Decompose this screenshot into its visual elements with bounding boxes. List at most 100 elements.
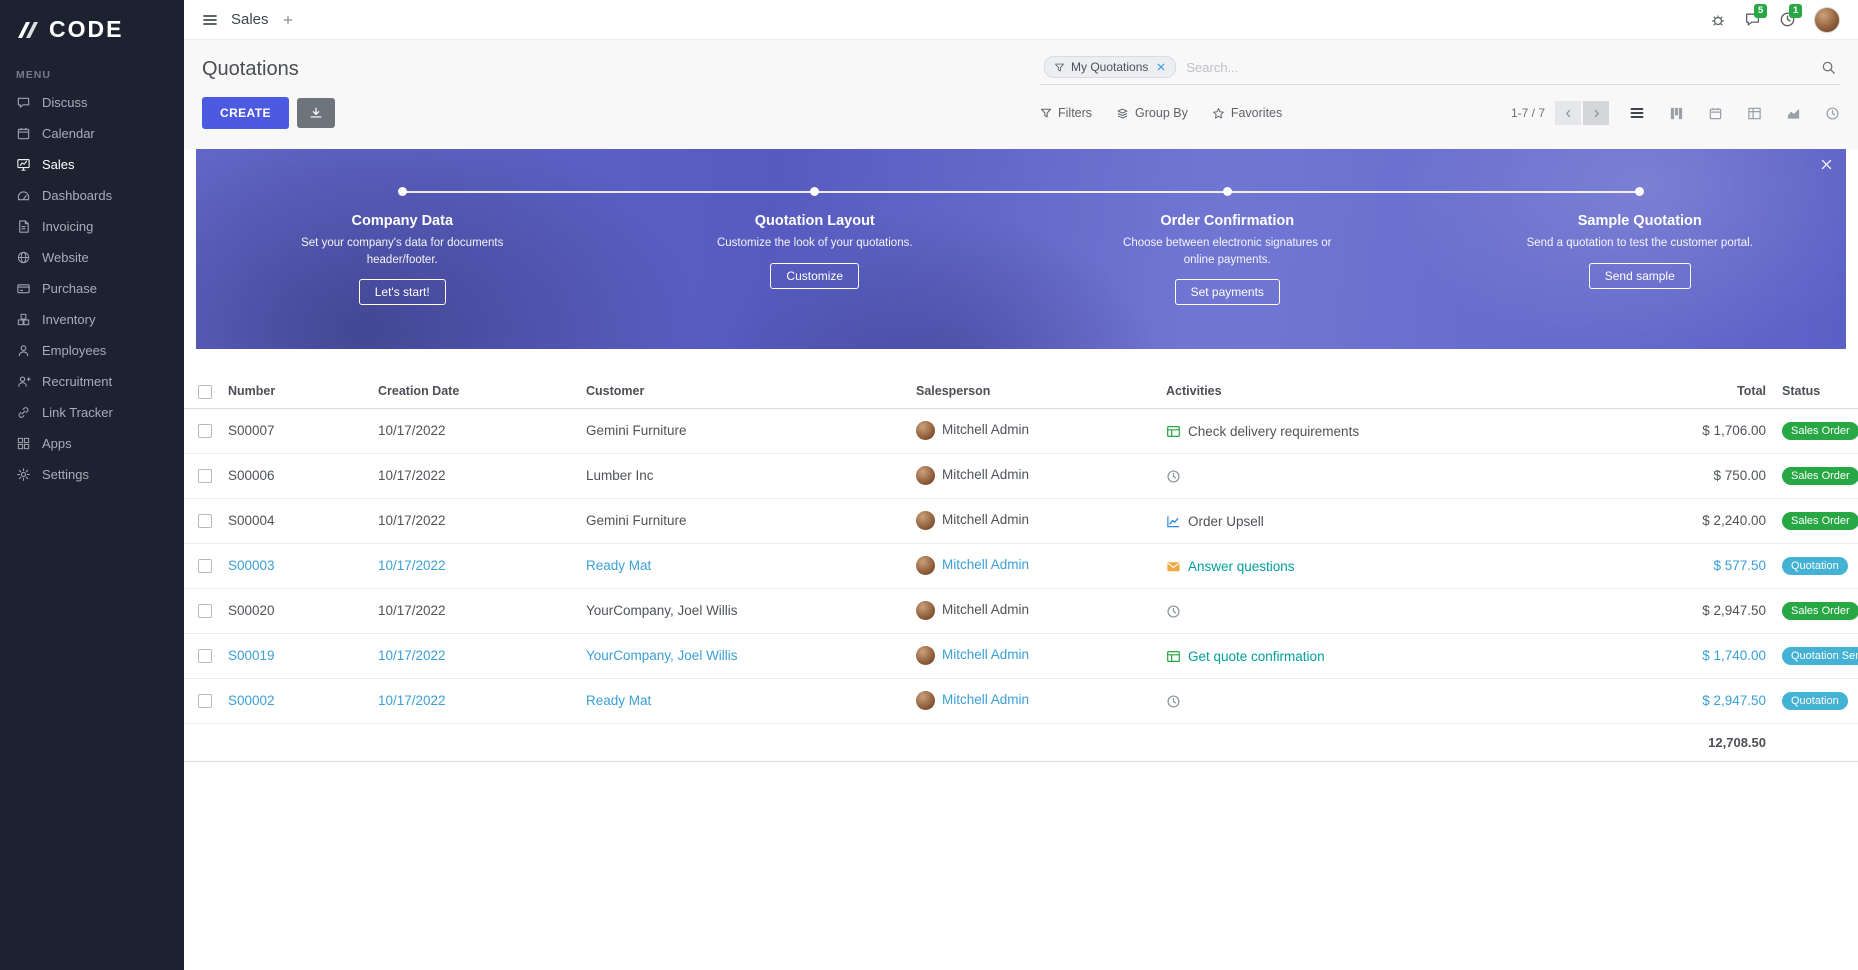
sidebar-item-calendar[interactable]: Calendar: [0, 118, 184, 149]
export-button[interactable]: [296, 98, 335, 128]
sidebar-item-apps[interactable]: Apps: [0, 428, 184, 459]
calendar-view-button[interactable]: [1708, 106, 1723, 121]
activities-icon[interactable]: 1: [1779, 4, 1803, 28]
column-header-salesperson[interactable]: Salesperson: [908, 375, 1158, 409]
facet-remove-icon[interactable]: [1156, 62, 1166, 72]
graph-view-button[interactable]: [1786, 106, 1801, 121]
create-button[interactable]: CREATE: [202, 97, 289, 129]
app-logo[interactable]: CODE: [0, 0, 184, 55]
salesperson-name: Mitchell Admin: [942, 422, 1030, 438]
activity-icon[interactable]: [1166, 559, 1181, 574]
set-payments-button[interactable]: Set payments: [1174, 279, 1280, 306]
sidebar-item-website[interactable]: Website: [0, 242, 184, 273]
table-row[interactable]: S00007 10/17/2022 Gemini Furniture Mitch…: [184, 408, 1858, 454]
filters-button[interactable]: Filters: [1040, 106, 1092, 120]
user-avatar[interactable]: [1814, 6, 1840, 33]
activity-icon[interactable]: [1166, 604, 1181, 619]
activity-label: Order Upsell: [1188, 513, 1264, 529]
pager-counter: 1-7 / 7: [1510, 106, 1545, 120]
sidebar-item-inventory[interactable]: Inventory: [0, 304, 184, 335]
discuss-icon: [17, 97, 30, 108]
sidebar-item-purchase[interactable]: Purchase: [0, 273, 184, 304]
table-row[interactable]: S00006 10/17/2022 Lumber Inc Mitchell Ad…: [184, 453, 1858, 499]
sidebar-item-settings[interactable]: Settings: [0, 459, 184, 490]
row-checkbox[interactable]: [198, 469, 212, 484]
employees-icon: [18, 345, 29, 357]
column-header-status[interactable]: Status: [1774, 375, 1858, 409]
sidebar-item-invoicing[interactable]: Invoicing: [0, 211, 184, 242]
cell-number: S00020: [220, 588, 370, 634]
cell-total: $ 2,240.00: [1598, 498, 1774, 544]
row-checkbox[interactable]: [198, 694, 212, 709]
activity-icon[interactable]: [1166, 694, 1181, 709]
sidebar-item-link-tracker[interactable]: Link Tracker: [0, 397, 184, 428]
activity-icon[interactable]: [1166, 514, 1181, 529]
list-view-button[interactable]: [1629, 105, 1645, 121]
kanban-view-button[interactable]: [1669, 106, 1684, 121]
pager-previous-button[interactable]: [1555, 101, 1581, 125]
cell-activities[interactable]: Get quote confirmation: [1158, 633, 1598, 679]
table-row[interactable]: S00004 10/17/2022 Gemini Furniture Mitch…: [184, 498, 1858, 544]
sidebar-item-employees[interactable]: Employees: [0, 335, 184, 366]
group-by-button[interactable]: Group By: [1116, 106, 1188, 120]
debug-icon[interactable]: [1710, 12, 1726, 28]
salesperson-name: Mitchell Admin: [942, 467, 1030, 483]
row-checkbox[interactable]: [198, 604, 212, 619]
favorites-button[interactable]: Favorites: [1212, 106, 1282, 120]
cell-activities[interactable]: [1158, 453, 1598, 499]
apps-icon: [17, 437, 30, 450]
cell-activities[interactable]: Order Upsell: [1158, 498, 1598, 544]
activity-view-button[interactable]: [1825, 106, 1840, 121]
table-row[interactable]: S00003 10/17/2022 Ready Mat Mitchell Adm…: [184, 543, 1858, 589]
menu-toggle-icon[interactable]: [202, 12, 218, 28]
cell-status: Sales Order: [1774, 453, 1858, 499]
control-panel: Quotations My Quotations C: [184, 40, 1858, 149]
column-header-creation-date[interactable]: Creation Date: [370, 375, 578, 409]
row-checkbox[interactable]: [198, 424, 212, 439]
cell-activities[interactable]: Answer questions: [1158, 543, 1598, 589]
cell-total: $ 1,706.00: [1598, 408, 1774, 454]
plus-icon[interactable]: [282, 14, 294, 26]
send-sample-button[interactable]: Send sample: [1588, 262, 1691, 289]
sidebar-item-label: Discuss: [42, 95, 88, 110]
select-all-checkbox[interactable]: [198, 384, 212, 399]
customize-button[interactable]: Customize: [770, 262, 860, 289]
column-header-total[interactable]: Total: [1598, 375, 1774, 409]
column-header-activities[interactable]: Activities: [1158, 375, 1598, 409]
table-row[interactable]: S00020 10/17/2022 YourCompany, Joel Will…: [184, 588, 1858, 634]
row-checkbox[interactable]: [198, 514, 212, 529]
messages-icon[interactable]: 5: [1744, 4, 1768, 28]
sidebar-item-recruitment[interactable]: Recruitment: [0, 366, 184, 397]
cell-activities[interactable]: [1158, 678, 1598, 724]
pivot-view-button[interactable]: [1747, 106, 1762, 121]
cell-activities[interactable]: Check delivery requirements: [1158, 408, 1598, 454]
column-header-customer[interactable]: Customer: [578, 375, 908, 409]
activity-icon[interactable]: [1166, 424, 1181, 439]
lets-start-button[interactable]: Let's start!: [358, 279, 446, 306]
sidebar-item-dashboards[interactable]: Dashboards: [0, 180, 184, 211]
cell-status: Quotation: [1774, 543, 1858, 589]
activity-icon[interactable]: [1166, 649, 1181, 664]
search-input[interactable]: [1176, 56, 1821, 78]
cell-status: Sales Order: [1774, 588, 1858, 634]
cell-activities[interactable]: [1158, 588, 1598, 634]
table-row[interactable]: S00002 10/17/2022 Ready Mat Mitchell Adm…: [184, 678, 1858, 724]
search-bar[interactable]: My Quotations: [1040, 54, 1840, 85]
sidebar-item-sales[interactable]: Sales: [0, 149, 184, 180]
row-checkbox[interactable]: [198, 559, 212, 574]
current-app-name[interactable]: Sales: [231, 11, 269, 28]
column-header-number[interactable]: Number: [220, 375, 370, 409]
sidebar-item-discuss[interactable]: Discuss: [0, 87, 184, 118]
row-checkbox[interactable]: [198, 649, 212, 664]
salesperson-avatar: [916, 556, 935, 576]
view-switcher: [1629, 105, 1840, 121]
banner-close-icon[interactable]: [1820, 158, 1833, 171]
search-icon[interactable]: [1821, 60, 1836, 75]
salesperson-avatar: [916, 601, 935, 621]
table-footer-row: 12,708.50: [184, 723, 1858, 762]
search-facet[interactable]: My Quotations: [1044, 56, 1177, 78]
pager-next-button[interactable]: [1583, 101, 1609, 125]
activity-icon[interactable]: [1166, 469, 1181, 484]
table-row[interactable]: S00019 10/17/2022 YourCompany, Joel Will…: [184, 633, 1858, 679]
invoicing-icon: [19, 220, 29, 233]
